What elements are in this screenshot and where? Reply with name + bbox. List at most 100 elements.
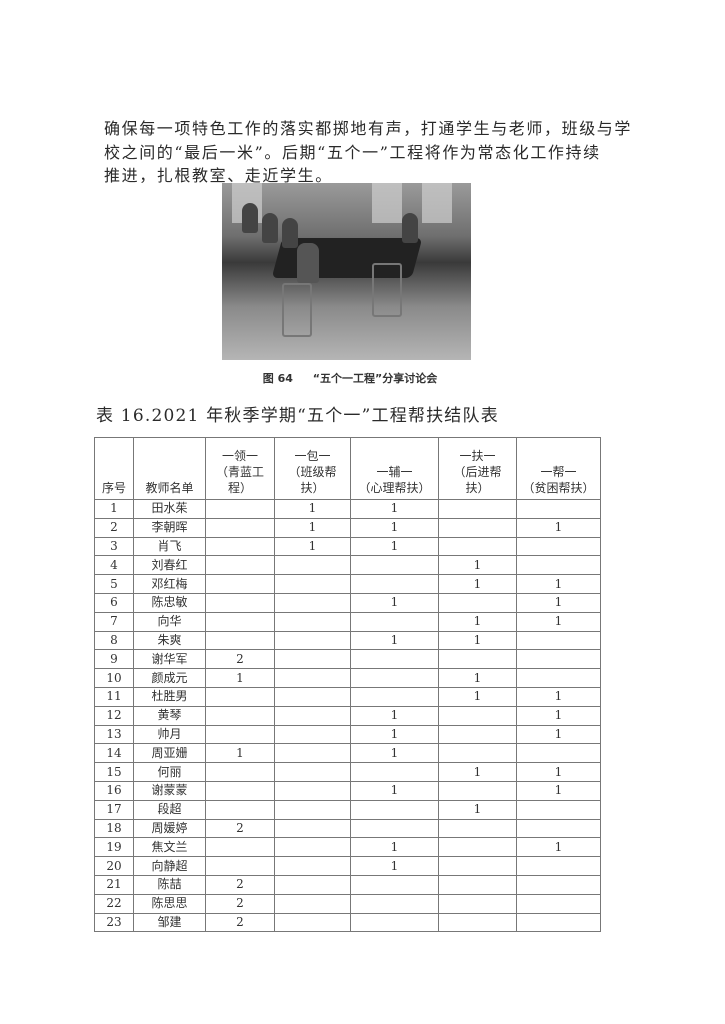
column-header: 一帮一 （贫困帮扶） — [516, 437, 601, 500]
row-number-cell: 4 — [94, 555, 134, 576]
column-header-line: 程） — [227, 481, 252, 495]
count-cell — [274, 630, 351, 651]
teacher-name-cell: 何丽 — [133, 762, 206, 782]
count-cell — [438, 499, 517, 519]
count-cell — [350, 555, 439, 576]
count-cell — [274, 668, 351, 688]
count-cell: 1 — [438, 668, 517, 688]
row-number-cell: 16 — [94, 780, 134, 801]
count-cell — [350, 818, 439, 839]
table-row: 10 颜成元 1 1 — [94, 668, 601, 688]
row-number-cell: 22 — [94, 893, 134, 914]
count-cell — [274, 893, 351, 914]
count-cell — [274, 762, 351, 782]
count-cell — [516, 799, 601, 820]
count-cell — [350, 574, 439, 594]
count-cell: 1 — [516, 837, 601, 858]
count-cell — [205, 724, 275, 745]
count-cell — [516, 499, 601, 519]
column-header: 一扶一 （后进帮 扶） — [438, 437, 517, 500]
table-row: 6 陈忠敏 1 1 — [94, 592, 601, 613]
table-row: 9 谢华军 2 — [94, 649, 601, 670]
count-cell: 1 — [205, 668, 275, 688]
table-row: 17 段超 1 — [94, 799, 601, 820]
row-number-cell: 8 — [94, 630, 134, 651]
count-cell: 1 — [438, 611, 517, 632]
paragraph-line: 校之间的“最后一米”。后期“五个一”工程将作为常态化工作持续 — [104, 142, 601, 162]
row-number-cell: 2 — [94, 517, 134, 538]
count-cell — [350, 893, 439, 914]
count-cell: 1 — [516, 780, 601, 801]
count-cell: 1 — [516, 705, 601, 726]
count-cell — [438, 912, 517, 933]
count-cell: 1 — [350, 592, 439, 613]
row-number-cell: 19 — [94, 837, 134, 858]
column-header: 一领一 （青蓝工 程） — [205, 437, 275, 500]
count-cell: 1 — [350, 499, 439, 519]
column-header-line: 一扶一 — [459, 449, 496, 463]
table-row: 13 帅月 1 1 — [94, 724, 601, 745]
count-cell — [350, 912, 439, 933]
count-cell — [274, 592, 351, 613]
count-cell — [274, 649, 351, 670]
count-cell — [205, 686, 275, 707]
row-number-cell: 21 — [94, 874, 134, 895]
count-cell — [205, 856, 275, 876]
column-header-line: 扶） — [300, 481, 325, 495]
count-cell — [438, 724, 517, 745]
table-row: 16 谢蒙蒙 1 1 — [94, 780, 601, 801]
table-row: 8 朱爽 1 1 — [94, 630, 601, 651]
count-cell — [516, 743, 601, 764]
count-cell: 1 — [350, 630, 439, 651]
count-cell — [205, 499, 275, 519]
count-cell: 1 — [274, 517, 351, 538]
count-cell — [516, 818, 601, 839]
count-cell — [516, 630, 601, 651]
count-cell: 1 — [438, 686, 517, 707]
column-header: 教师名单 — [133, 437, 206, 500]
row-number-cell: 7 — [94, 611, 134, 632]
column-header-line: 扶） — [465, 481, 490, 495]
row-number-cell: 1 — [94, 499, 134, 519]
teacher-name-cell: 肖飞 — [133, 536, 206, 557]
paragraph-line: 推进，扎根教室、走近学生。 — [104, 166, 333, 185]
count-cell — [274, 874, 351, 895]
count-cell — [274, 724, 351, 745]
teacher-name-cell: 陈喆 — [133, 874, 206, 895]
row-number-cell: 3 — [94, 536, 134, 557]
row-number-cell: 6 — [94, 592, 134, 613]
count-cell: 2 — [205, 818, 275, 839]
row-number-cell: 10 — [94, 668, 134, 688]
count-cell — [274, 837, 351, 858]
teacher-name-cell: 周亚姗 — [133, 743, 206, 764]
teacher-name-cell: 周媛婷 — [133, 818, 206, 839]
row-number-cell: 20 — [94, 856, 134, 876]
teacher-name-cell: 田水茱 — [133, 499, 206, 519]
count-cell: 1 — [438, 630, 517, 651]
teacher-name-cell: 杜胜男 — [133, 686, 206, 707]
count-cell: 1 — [438, 555, 517, 576]
teacher-name-cell: 邹建 — [133, 912, 206, 933]
table-row: 14 周亚姗 1 1 — [94, 743, 601, 764]
table-row: 21 陈喆 2 — [94, 874, 601, 895]
count-cell: 1 — [350, 724, 439, 745]
count-cell: 1 — [516, 611, 601, 632]
count-cell — [274, 799, 351, 820]
teacher-name-cell: 谢蒙蒙 — [133, 780, 206, 801]
count-cell — [516, 668, 601, 688]
column-header: 序号 — [94, 437, 134, 500]
count-cell — [205, 536, 275, 557]
teacher-name-cell: 邓红梅 — [133, 574, 206, 594]
count-cell: 1 — [274, 536, 351, 557]
row-number-cell: 11 — [94, 686, 134, 707]
teacher-name-cell: 陈思思 — [133, 893, 206, 914]
row-number-cell: 18 — [94, 818, 134, 839]
count-cell — [516, 555, 601, 576]
table-row: 4 刘春红 1 — [94, 555, 601, 576]
row-number-cell: 15 — [94, 762, 134, 782]
count-cell — [438, 743, 517, 764]
count-cell: 2 — [205, 649, 275, 670]
table-row: 5 邓红梅 1 1 — [94, 574, 601, 594]
count-cell — [438, 705, 517, 726]
count-cell: 1 — [274, 499, 351, 519]
